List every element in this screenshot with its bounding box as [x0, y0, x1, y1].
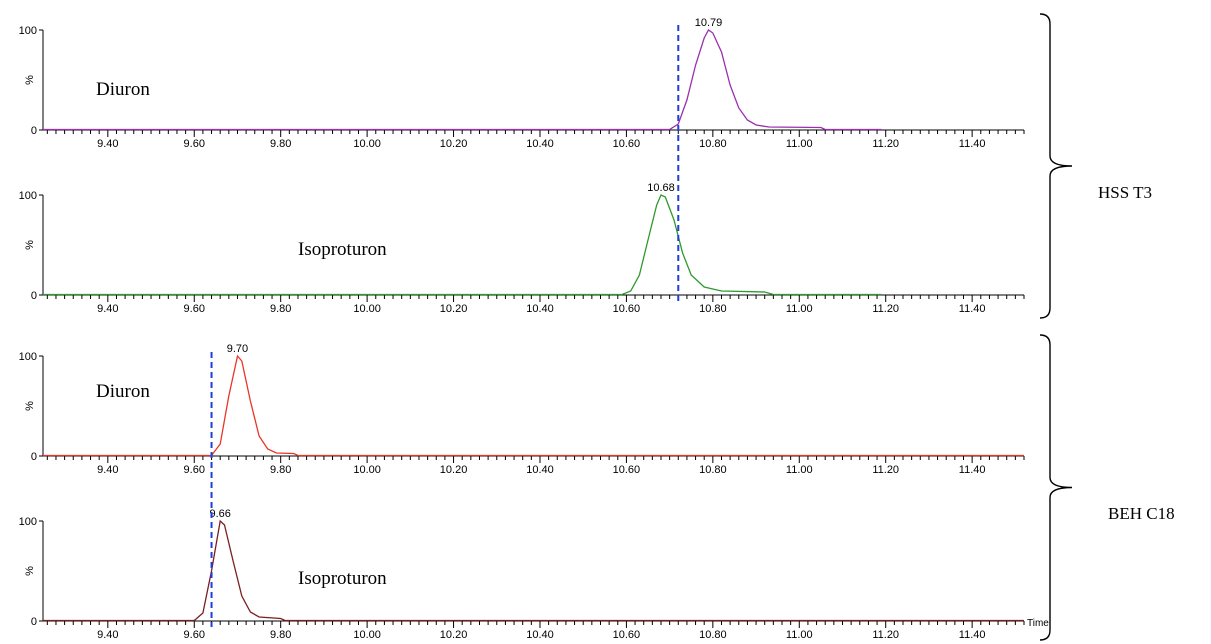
y-tick-label: 0 [31, 451, 37, 463]
x-tick-label: 10.40 [526, 464, 554, 476]
y-unit-label: % [24, 401, 36, 411]
chromatogram-trace [43, 194, 882, 296]
y-tick-label: 0 [31, 290, 37, 302]
peak-label: 9.66 [209, 508, 230, 520]
x-tick-label: 10.80 [699, 138, 727, 150]
group-label: HSS T3 [1098, 183, 1152, 202]
chromatogram-trace [43, 519, 1024, 622]
x-tick-label: 9.40 [97, 303, 118, 315]
x-tick-label: 10.60 [613, 138, 641, 150]
group-label: BEH C18 [1108, 504, 1175, 523]
x-tick-label: 9.40 [97, 138, 118, 150]
x-tick-label: 10.20 [440, 303, 468, 315]
group-brace [1039, 334, 1073, 641]
group-brace [1039, 13, 1073, 319]
compound-label: Isoproturon [298, 239, 387, 260]
x-tick-label: 9.80 [270, 629, 291, 641]
x-tick-label: 9.60 [184, 303, 205, 315]
x-tick-label: 10.80 [699, 464, 727, 476]
peak-label: 10.68 [647, 182, 675, 194]
y-tick-label: 100 [19, 351, 37, 363]
compound-label: Isoproturon [298, 568, 387, 589]
x-tick-label: 9.80 [270, 303, 291, 315]
x-tick-label: 10.20 [440, 629, 468, 641]
x-tick-label: 11.40 [959, 303, 986, 315]
y-tick-label: 0 [31, 125, 37, 137]
x-tick-label: 10.80 [699, 303, 727, 315]
chromatogram-trace [43, 354, 1024, 457]
y-tick-label: 100 [19, 190, 37, 202]
x-tick-label: 10.60 [613, 629, 641, 641]
x-tick-label: 10.00 [353, 629, 381, 641]
peak-label: 10.79 [695, 17, 723, 29]
x-tick-label: 10.00 [353, 138, 381, 150]
x-tick-label: 10.80 [699, 629, 727, 641]
y-unit-label: % [24, 566, 36, 576]
y-tick-label: 100 [19, 516, 37, 528]
x-tick-label: 11.40 [959, 138, 986, 150]
x-tick-label: 11.00 [786, 138, 813, 150]
x-tick-label: 10.20 [440, 464, 468, 476]
x-tick-label: 10.40 [526, 629, 554, 641]
x-tick-label: 9.80 [270, 464, 291, 476]
x-tick-label: 9.40 [97, 629, 118, 641]
x-tick-label: 11.00 [786, 303, 813, 315]
x-tick-label: 11.40 [959, 464, 986, 476]
x-tick-label: 9.80 [270, 138, 291, 150]
y-unit-label: % [24, 240, 36, 250]
y-unit-label: % [24, 75, 36, 85]
compound-label: Diuron [96, 79, 150, 100]
x-tick-label: 10.40 [526, 138, 554, 150]
x-tick-label: 11.20 [872, 629, 899, 641]
x-tick-label: 10.60 [613, 303, 641, 315]
x-tick-label: 9.60 [184, 138, 205, 150]
x-tick-label: 11.20 [872, 138, 899, 150]
peak-label: 9.70 [227, 343, 248, 355]
x-tick-label: 9.40 [97, 464, 118, 476]
x-tick-label: 10.40 [526, 303, 554, 315]
compound-label: Diuron [96, 381, 150, 402]
x-tick-label: 11.00 [786, 629, 813, 641]
x-tick-label: 10.00 [353, 464, 381, 476]
x-tick-label: 10.20 [440, 138, 468, 150]
x-tick-label: 9.60 [184, 629, 205, 641]
x-tick-label: 10.00 [353, 303, 381, 315]
x-tick-label: 9.60 [184, 464, 205, 476]
x-tick-label: 11.00 [786, 464, 813, 476]
x-tick-label: 10.60 [613, 464, 641, 476]
y-tick-label: 0 [31, 616, 37, 628]
chromatogram-trace [43, 29, 882, 131]
y-tick-label: 100 [19, 25, 37, 37]
x-tick-label: 11.20 [872, 464, 899, 476]
x-tick-label: 11.20 [872, 303, 899, 315]
x-tick-label: 11.40 [959, 629, 986, 641]
x-axis-title: Time [1027, 618, 1049, 629]
